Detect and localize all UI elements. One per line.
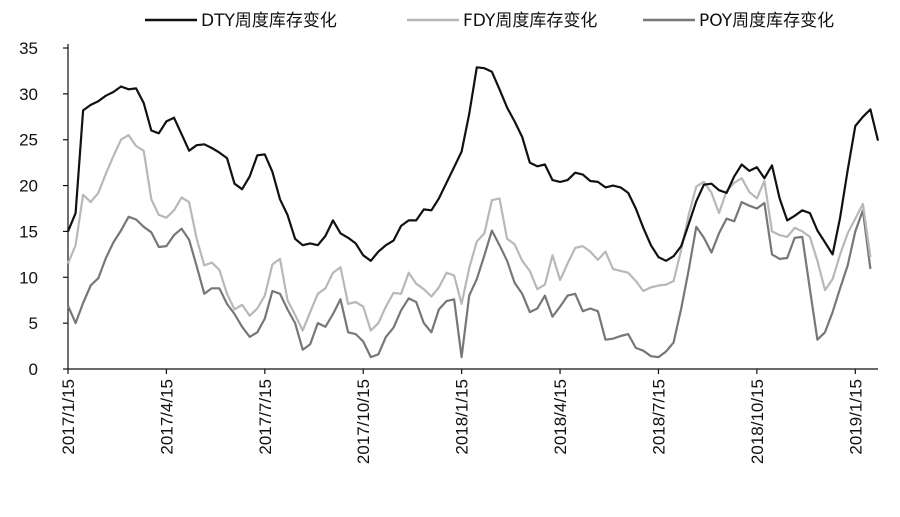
x-tick-label: 2017/4/15: [157, 379, 176, 455]
series-layer: [66, 66, 880, 359]
legend: DTY周度库存变化 FDY周度库存变化 POY周度库存变化: [145, 11, 834, 31]
x-tick-label: 2019/1/15: [846, 379, 865, 455]
x-tick-label: 2017/7/15: [256, 379, 275, 455]
x-tick-label: 2018/10/15: [748, 379, 767, 464]
y-tick-label: 30: [19, 85, 38, 104]
y-tick-label: 5: [29, 314, 38, 333]
y-tick-label: 35: [19, 39, 38, 58]
legend-label: DTY周度库存变化: [201, 11, 337, 31]
series-line-dty: [66, 66, 880, 262]
x-tick-label: 2017/10/15: [354, 379, 373, 464]
legend-label: POY周度库存变化: [699, 11, 834, 31]
x-tick-label: 2017/1/15: [59, 379, 78, 455]
y-tick-label: 20: [19, 177, 38, 196]
x-axis: 2017/1/15 2017/4/15 2017/7/15 2017/10/15 201…: [59, 368, 878, 464]
y-tick-label: 25: [19, 131, 38, 150]
legend-label: FDY周度库存变化: [463, 11, 597, 31]
series-line-poy: [66, 201, 872, 359]
x-tick-label: 2018/7/15: [649, 379, 668, 455]
y-axis: 0 5 10 15 20 25 30 35: [19, 39, 69, 379]
y-tick-label: 0: [29, 360, 38, 379]
y-tick-label: 10: [19, 268, 38, 287]
x-tick-label: 2018/1/15: [453, 379, 472, 455]
y-tick-label: 15: [19, 222, 38, 241]
x-tick-label: 2018/4/15: [551, 379, 570, 455]
series-line-fdy: [66, 134, 872, 332]
